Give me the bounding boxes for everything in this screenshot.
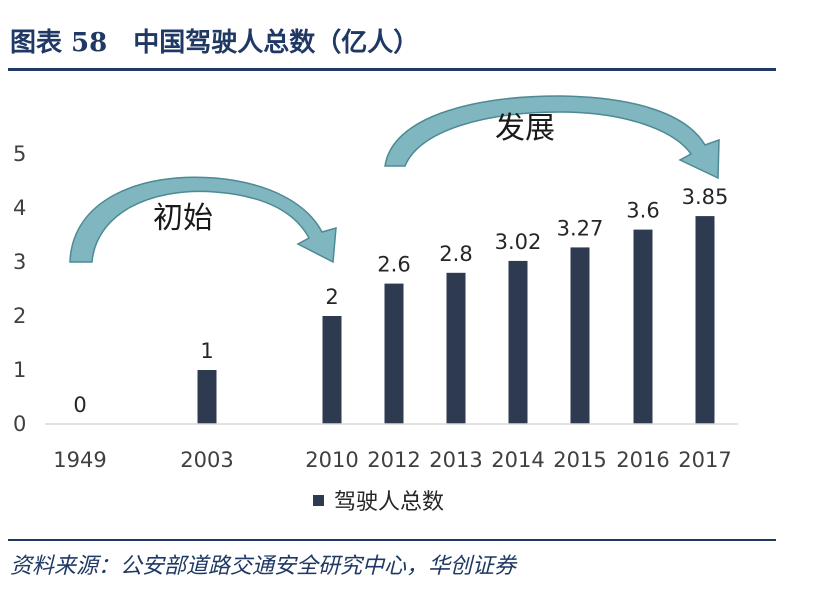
arrow-develop-icon xyxy=(384,95,720,180)
bar xyxy=(384,283,404,424)
legend-label: 驾驶人总数 xyxy=(334,490,444,515)
annotation-develop: 发展 xyxy=(495,111,555,146)
page-title: 图表 58 中国驾驶人总数（亿人） xyxy=(10,28,420,58)
annotation-initial: 初始 xyxy=(153,201,213,236)
y-tick-label: 2 xyxy=(13,304,26,328)
footer-divider xyxy=(8,539,776,541)
x-tick-label: 1949 xyxy=(53,448,106,472)
data-label: 3.6 xyxy=(626,199,659,223)
x-tick-label: 2017 xyxy=(678,448,731,472)
title-divider xyxy=(8,68,776,71)
data-label: 0 xyxy=(73,393,86,417)
bar xyxy=(508,260,528,424)
data-label: 3.85 xyxy=(682,185,729,209)
y-axis: 0 1 2 3 4 5 xyxy=(13,142,26,436)
x-tick-label: 2014 xyxy=(491,448,544,472)
x-tick-label: 2012 xyxy=(367,448,420,472)
data-label: 3.02 xyxy=(495,230,542,254)
data-label: 2.6 xyxy=(377,253,410,277)
x-tick-label: 2016 xyxy=(616,448,669,472)
data-label: 3.27 xyxy=(557,216,604,240)
data-label: 2 xyxy=(325,285,338,309)
x-tick-label: 2015 xyxy=(553,448,606,472)
x-tick-label: 2003 xyxy=(180,448,233,472)
y-tick-label: 4 xyxy=(13,196,26,220)
y-tick-label: 0 xyxy=(13,412,26,436)
bar xyxy=(570,247,590,424)
data-label: 2.8 xyxy=(439,242,472,266)
bar xyxy=(695,216,715,424)
data-label: 1 xyxy=(200,339,213,363)
x-tick-label: 2013 xyxy=(429,448,482,472)
bar-series: 0 1 2 2.6 2.8 3.02 3.27 3.6 3.85 xyxy=(73,185,728,424)
legend-swatch xyxy=(313,495,324,506)
bar-chart: 初始 发展 0 1 2 3 4 5 0 1 2 2.6 2.8 3.02 3.27 3.6 3.85 19… xyxy=(13,95,738,515)
arrow-initial-icon xyxy=(69,176,337,264)
bar xyxy=(633,229,653,424)
legend: 驾驶人总数 xyxy=(313,490,444,515)
bar xyxy=(322,316,342,424)
y-tick-label: 1 xyxy=(13,358,26,382)
x-tick-label: 2010 xyxy=(305,448,358,472)
bar xyxy=(197,370,217,424)
y-tick-label: 5 xyxy=(13,142,26,166)
x-axis: 1949 2003 2010 2012 2013 2014 2015 2016 2017 xyxy=(45,423,738,472)
y-tick-label: 3 xyxy=(13,250,26,274)
source-note: 资料来源：公安部道路交通安全研究中心，华创证券 xyxy=(10,554,517,579)
bar xyxy=(446,272,466,424)
